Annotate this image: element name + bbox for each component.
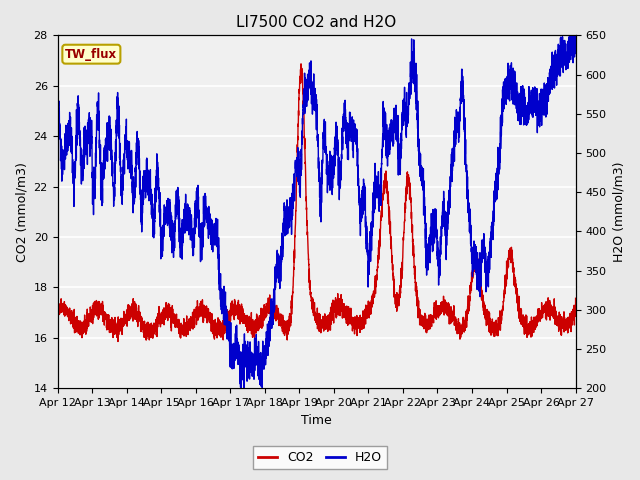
- H2O: [433, 226, 440, 231]
- H2O: [566, 33, 573, 38]
- H2O: [297, 172, 305, 178]
- CO2: [433, 310, 440, 315]
- CO2: [572, 295, 579, 301]
- Legend: CO2, H2O: CO2, H2O: [253, 446, 387, 469]
- H2O: [237, 385, 245, 391]
- Y-axis label: CO2 (mmol/m3): CO2 (mmol/m3): [15, 162, 28, 262]
- CO2: [147, 327, 155, 333]
- Title: LI7500 CO2 and H2O: LI7500 CO2 and H2O: [236, 15, 397, 30]
- H2O: [572, 42, 579, 48]
- H2O: [147, 193, 154, 199]
- CO2: [462, 323, 470, 328]
- Y-axis label: H2O (mmol/m3): H2O (mmol/m3): [612, 162, 625, 262]
- H2O: [404, 120, 412, 126]
- H2O: [462, 160, 470, 166]
- CO2: [298, 69, 305, 75]
- H2O: [54, 111, 61, 117]
- H2O: [572, 38, 579, 44]
- Text: TW_flux: TW_flux: [65, 48, 117, 60]
- Line: CO2: CO2: [58, 64, 575, 341]
- CO2: [54, 308, 61, 314]
- X-axis label: Time: Time: [301, 414, 332, 427]
- CO2: [404, 175, 412, 180]
- CO2: [297, 61, 305, 67]
- Line: H2O: H2O: [58, 36, 575, 388]
- CO2: [114, 338, 122, 344]
- CO2: [572, 310, 579, 316]
